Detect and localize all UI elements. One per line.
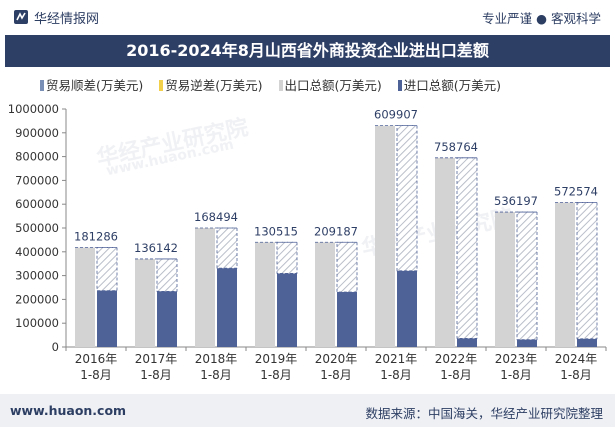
export-bar bbox=[555, 202, 575, 347]
x-tick-label: 2018年 bbox=[195, 352, 238, 366]
surplus-bar bbox=[216, 227, 238, 269]
surplus-bar bbox=[276, 241, 298, 274]
surplus-value-label: 136142 bbox=[134, 241, 178, 255]
x-tick-label: 1-8月 bbox=[380, 368, 412, 382]
surplus-bar bbox=[576, 202, 598, 340]
surplus-value-label: 168494 bbox=[194, 210, 238, 224]
logo-icon bbox=[14, 10, 28, 24]
export-bar bbox=[435, 157, 455, 347]
title-bar: 2016-2024年8月山西省外商投资企业进出口差额 bbox=[5, 35, 610, 67]
legend-item-deficit: 贸易逆差(万美元) bbox=[159, 75, 263, 94]
surplus-value-label: 572574 bbox=[554, 185, 598, 199]
x-tick-label: 2020年 bbox=[315, 352, 358, 366]
site-url: www.huaon.com bbox=[10, 403, 127, 418]
x-tick-label: 1-8月 bbox=[440, 368, 472, 382]
surplus-bar bbox=[156, 258, 178, 292]
chart-title: 2016-2024年8月山西省外商投资企业进出口差额 bbox=[126, 41, 489, 60]
chart-area: 0 100000 200000 300000 400000 500000 600000 700… bbox=[8, 102, 607, 382]
x-tick-label: 2024年 bbox=[555, 352, 598, 366]
x-tick-label: 1-8月 bbox=[140, 368, 172, 382]
legend-item-export: 出口总额(万美元) bbox=[278, 75, 382, 94]
x-tick-label: 1-8月 bbox=[260, 368, 292, 382]
x-tick-label: 1-8月 bbox=[560, 368, 592, 382]
export-bar bbox=[195, 228, 215, 347]
import-bar bbox=[157, 291, 177, 347]
surplus-value-label: 181286 bbox=[74, 230, 118, 244]
import-bar bbox=[577, 338, 597, 347]
legend-label-export: 出口总额(万美元) bbox=[284, 78, 382, 93]
import-bar bbox=[277, 273, 297, 347]
surplus-value-label: 130515 bbox=[254, 224, 298, 238]
legend-swatch-deficit bbox=[159, 80, 164, 91]
y-tick-label: 400000 bbox=[15, 245, 59, 259]
legend-label-import: 进口总额(万美元) bbox=[403, 78, 502, 93]
legend-item-surplus: 贸易顺差(万美元) bbox=[40, 75, 143, 94]
y-tick-label: 900000 bbox=[15, 126, 59, 140]
export-bar bbox=[75, 247, 95, 347]
legend-swatch-export bbox=[278, 80, 283, 91]
data-source: 数据来源：中国海关，华经产业研究院整理 bbox=[365, 406, 603, 421]
y-tick-label: 600000 bbox=[15, 197, 59, 211]
x-tick-label: 1-8月 bbox=[80, 368, 112, 382]
y-tick-label: 1000000 bbox=[8, 102, 59, 116]
y-tick-label: 300000 bbox=[15, 269, 59, 283]
surplus-value-label: 536197 bbox=[494, 194, 538, 208]
x-tick-label: 1-8月 bbox=[320, 368, 352, 382]
surplus-bar bbox=[516, 211, 538, 341]
brand-name: 华经情报网 bbox=[34, 12, 100, 27]
x-tick-label: 1-8月 bbox=[500, 368, 532, 382]
y-tick-label: 200000 bbox=[15, 292, 59, 306]
export-bar bbox=[495, 212, 515, 347]
import-bar bbox=[337, 292, 357, 347]
import-bar bbox=[517, 339, 537, 347]
legend-label-deficit: 贸易逆差(万美元) bbox=[165, 78, 263, 93]
import-bar bbox=[217, 268, 237, 347]
x-tick-label: 1-8月 bbox=[200, 368, 232, 382]
export-bar bbox=[135, 258, 155, 347]
import-bar bbox=[457, 338, 477, 347]
x-tick-label: 2016年 bbox=[75, 352, 118, 366]
top-bar: 华经情报网 专业严谨 ● 客观科学 bbox=[0, 0, 615, 34]
legend: 贸易顺差(万美元) 贸易逆差(万美元) 出口总额(万美元) 进口总额(万美元) bbox=[40, 75, 513, 95]
surplus-bar bbox=[456, 157, 478, 339]
legend-swatch-import bbox=[397, 80, 402, 91]
export-bar bbox=[315, 242, 335, 347]
x-tick-label: 2019年 bbox=[255, 352, 298, 366]
y-tick-label: 700000 bbox=[15, 173, 59, 187]
y-tick-label: 500000 bbox=[15, 221, 59, 235]
legend-label-surplus: 贸易顺差(万美元) bbox=[46, 78, 144, 93]
export-bar bbox=[255, 242, 275, 347]
y-tick-label: 0 bbox=[52, 340, 59, 354]
import-bar bbox=[397, 270, 417, 347]
tagline: 专业严谨 ● 客观科学 bbox=[482, 11, 601, 26]
surplus-value-label: 609907 bbox=[374, 108, 418, 122]
surplus-value-label: 209187 bbox=[314, 224, 358, 238]
legend-item-import: 进口总额(万美元) bbox=[397, 75, 502, 94]
surplus-bar bbox=[96, 247, 118, 292]
x-tick-label: 2021年 bbox=[375, 352, 418, 366]
y-tick-label: 800000 bbox=[15, 150, 59, 164]
surplus-bar bbox=[396, 125, 418, 272]
x-tick-label: 2023年 bbox=[495, 352, 538, 366]
legend-swatch-surplus bbox=[40, 80, 44, 91]
x-tick-label: 2017年 bbox=[135, 352, 178, 366]
y-tick-label: 100000 bbox=[15, 316, 59, 330]
import-bar bbox=[97, 290, 117, 347]
footer: www.huaon.com 数据来源：中国海关，华经产业研究院整理 bbox=[0, 394, 615, 427]
surplus-bar bbox=[336, 241, 358, 293]
export-bar bbox=[375, 125, 395, 347]
x-tick-label: 2022年 bbox=[435, 352, 478, 366]
surplus-value-label: 758764 bbox=[434, 140, 478, 154]
